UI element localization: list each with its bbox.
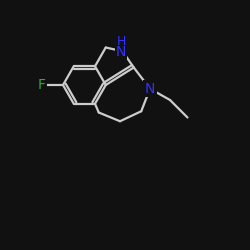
Text: F: F (38, 78, 46, 92)
Text: H: H (116, 35, 126, 48)
Text: N: N (145, 82, 155, 96)
Text: N: N (116, 46, 126, 60)
